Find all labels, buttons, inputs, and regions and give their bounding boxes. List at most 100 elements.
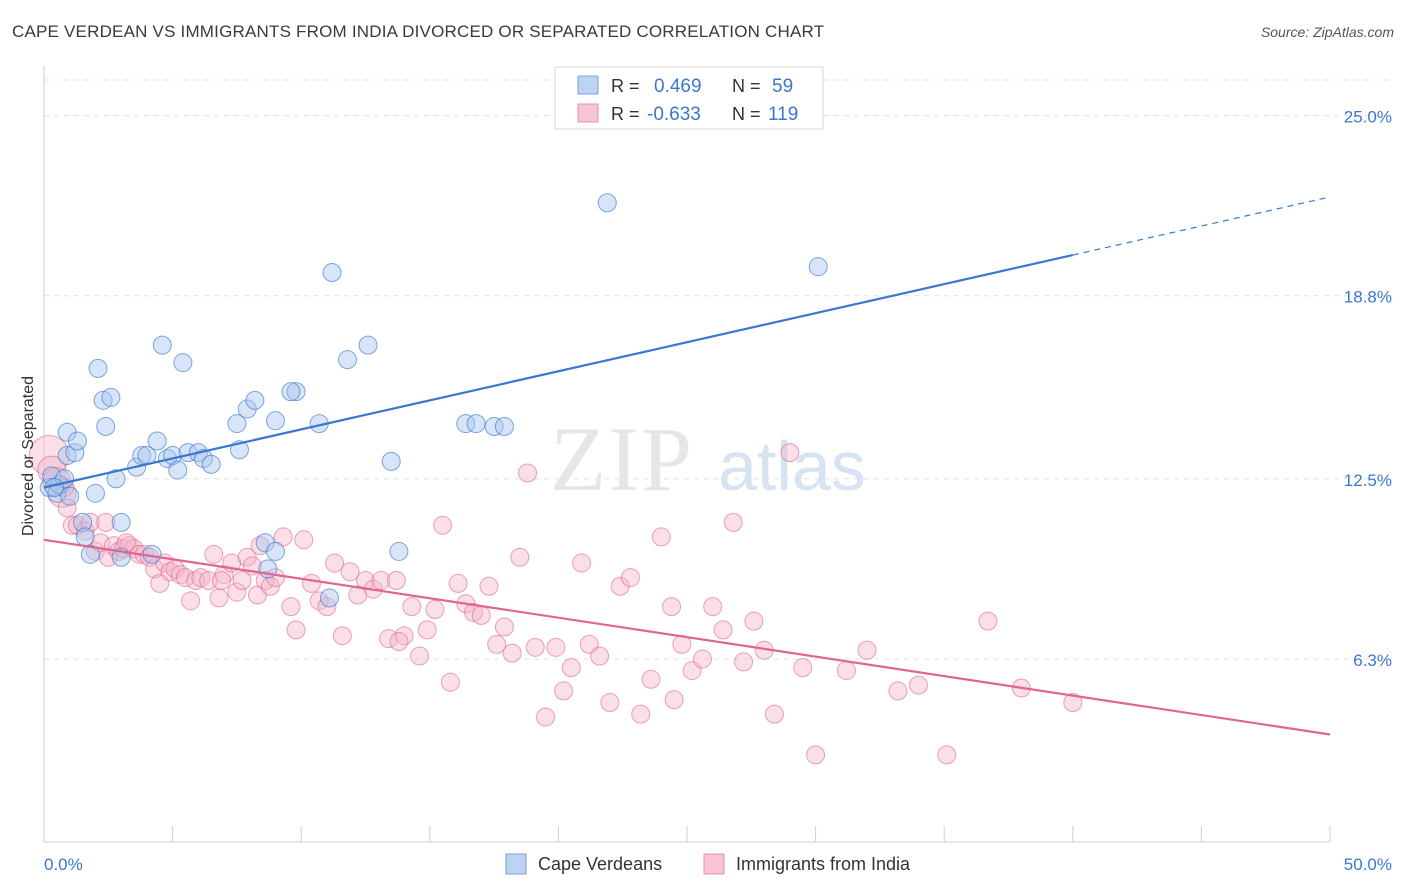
capeverde-point <box>101 387 121 407</box>
india-point <box>703 597 723 617</box>
capeverde-point <box>201 454 221 474</box>
india-point <box>301 573 321 593</box>
capeverde-point <box>73 512 93 532</box>
capeverde-point <box>286 382 306 402</box>
capeverde-point <box>106 469 126 489</box>
capeverde-point <box>88 358 108 378</box>
india-point <box>67 515 87 535</box>
capeverde-point <box>57 446 77 466</box>
india-point <box>536 707 556 727</box>
india-point <box>294 530 314 550</box>
india-point <box>510 547 530 567</box>
capeverde-point <box>67 431 87 451</box>
watermark-zip: ZIP <box>550 408 694 510</box>
legend-swatch-pink <box>577 103 599 123</box>
legend-n-value-blue: 59 <box>772 76 793 97</box>
india-point <box>518 463 538 483</box>
india-point <box>433 515 453 535</box>
watermark: ZIP atlas <box>550 408 866 510</box>
india-point <box>546 637 566 657</box>
india-point <box>631 704 651 724</box>
y-tick-label: 12.5% <box>1344 471 1392 490</box>
y-tick-label: 18.8% <box>1344 288 1392 307</box>
india-point <box>764 704 784 724</box>
india-point <box>402 597 422 617</box>
india-point <box>713 620 733 640</box>
legend-swatch-blue <box>577 75 599 95</box>
india-point <box>57 498 77 518</box>
bottom-legend-label-pink: Immigrants from India <box>736 854 911 874</box>
capeverde-point <box>65 443 85 463</box>
capeverde-point <box>85 483 105 503</box>
capeverde-point <box>265 411 285 431</box>
bottom-legend: Cape Verdeans Immigrants from India <box>505 853 911 875</box>
capeverde-point <box>245 390 265 410</box>
india-point <box>471 605 491 625</box>
india-point <box>664 690 684 710</box>
bottom-legend-label-blue: Cape Verdeans <box>538 854 662 874</box>
capeverde-point <box>381 451 401 471</box>
legend-r-value-blue: 0.469 <box>654 76 702 97</box>
india-point <box>410 646 430 666</box>
legend-r-label-pink: R = <box>611 104 640 124</box>
india-point <box>744 611 764 631</box>
india-point <box>494 617 514 637</box>
india-point <box>662 597 682 617</box>
india-point <box>857 640 877 660</box>
capeverde-trend-extension <box>1072 196 1331 256</box>
y-tick-labels: 6.3% 12.5% 18.8% 25.0% <box>1344 108 1392 670</box>
india-point <box>417 620 437 640</box>
india-trend-line <box>43 538 1331 736</box>
india-point <box>836 661 856 681</box>
india-point <box>448 573 468 593</box>
india-point <box>96 512 116 532</box>
india-point <box>554 681 574 701</box>
y-tick-label: 25.0% <box>1344 108 1392 127</box>
india-point <box>394 626 414 646</box>
india-point <box>340 562 360 582</box>
india-point <box>888 681 908 701</box>
y-axis-title: Divorced or Separated <box>20 376 37 536</box>
x-tick-labels: 0.0% 50.0% <box>44 855 1392 874</box>
capeverde-point <box>808 257 828 277</box>
india-point <box>908 675 928 695</box>
legend-n-value-pink: 119 <box>768 104 798 125</box>
india-point <box>80 512 100 532</box>
capeverde-point <box>75 527 95 547</box>
india-point <box>600 693 620 713</box>
india-point <box>227 582 247 602</box>
legend: R = 0.469 N = 59 R = -0.633 N = 119 <box>554 66 824 130</box>
india-point <box>641 669 661 689</box>
capeverde-point <box>597 193 617 213</box>
watermark-atlas: atlas <box>718 427 866 505</box>
india-point <box>525 637 545 657</box>
india-point <box>286 620 306 640</box>
india-point <box>651 527 671 547</box>
capeverde-point <box>456 414 476 434</box>
capeverde-point <box>80 544 100 564</box>
capeverde-point <box>281 382 301 402</box>
bottom-legend-swatch-pink <box>703 853 725 875</box>
capeverde-point <box>494 416 514 436</box>
india-point <box>978 611 998 631</box>
x-tick-label: 50.0% <box>1344 855 1392 874</box>
capeverde-point <box>337 350 357 370</box>
india-point <box>502 643 522 663</box>
india-point <box>723 512 743 532</box>
capeverde-point <box>193 448 213 468</box>
india-point <box>464 602 484 622</box>
india-point <box>780 443 800 463</box>
india-point <box>181 591 201 611</box>
india-point <box>191 568 211 588</box>
india-point <box>281 597 301 617</box>
india-point <box>561 658 581 678</box>
capeverde-point <box>96 416 116 436</box>
india-point <box>806 745 826 765</box>
capeverde-point <box>466 414 486 434</box>
capeverde-point <box>60 486 80 506</box>
legend-r-label-blue: R = <box>611 76 640 96</box>
india-point <box>487 634 507 654</box>
y-tick-label: 6.3% <box>1353 651 1392 670</box>
capeverde-point <box>322 262 342 282</box>
